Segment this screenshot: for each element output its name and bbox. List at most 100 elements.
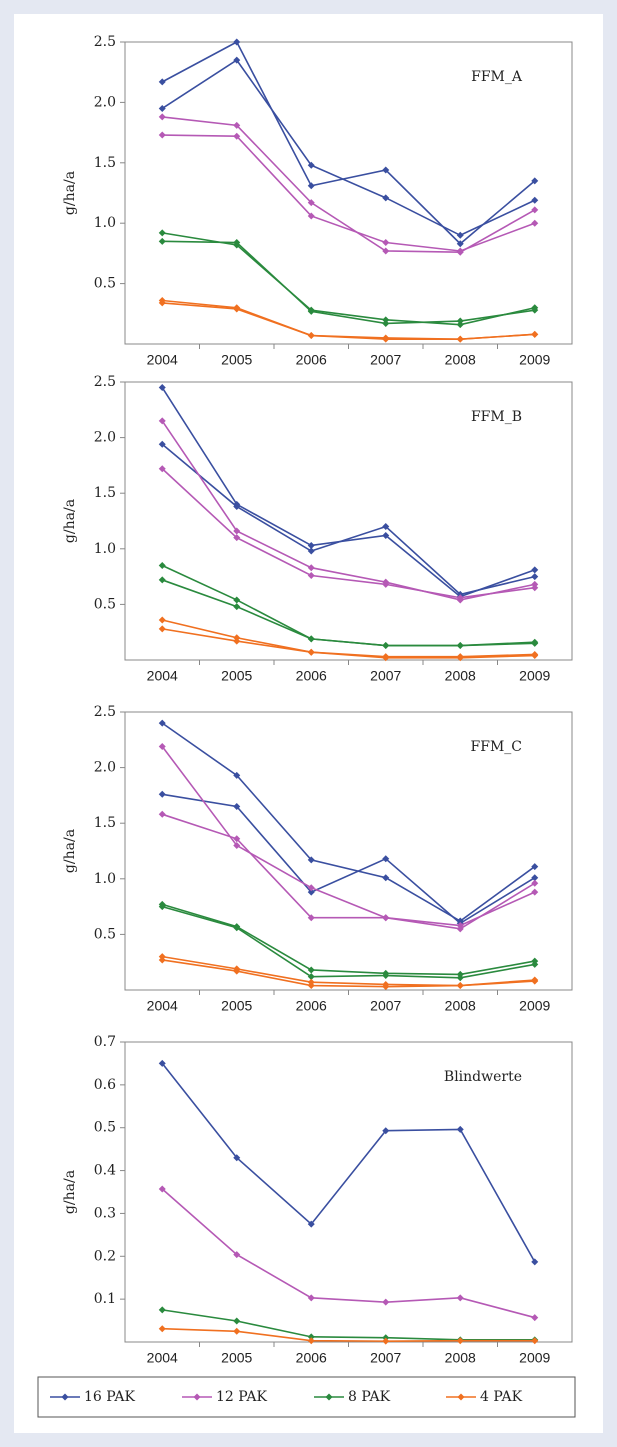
data-point xyxy=(382,239,390,247)
x-tick-label: 2009 xyxy=(519,998,550,1014)
data-point xyxy=(531,888,539,896)
data-point xyxy=(233,603,241,611)
legend-box xyxy=(37,1376,576,1418)
data-point xyxy=(158,561,166,569)
data-point xyxy=(233,967,241,975)
chart-title: FFM_B xyxy=(471,409,522,425)
data-point xyxy=(158,237,166,245)
legend-label: 8 PAK xyxy=(348,1389,391,1405)
data-point xyxy=(531,1314,539,1322)
data-point xyxy=(307,541,315,549)
data-point xyxy=(307,564,315,572)
data-point xyxy=(307,648,315,656)
x-tick-label: 2007 xyxy=(370,668,401,684)
legend-label: 12 PAK xyxy=(216,1389,268,1405)
data-point xyxy=(531,330,539,338)
y-tick-label: 1.5 xyxy=(94,815,116,831)
data-point xyxy=(158,616,166,624)
y-tick-label: 0.5 xyxy=(94,1120,116,1136)
data-point xyxy=(158,956,166,964)
x-tick-label: 2009 xyxy=(519,352,550,368)
y-tick-label: 1.0 xyxy=(94,871,116,887)
data-point xyxy=(158,576,166,584)
data-point xyxy=(456,321,464,329)
data-point xyxy=(531,177,539,185)
data-point xyxy=(307,888,315,896)
series-line xyxy=(161,59,536,237)
series-line xyxy=(162,302,535,340)
data-point xyxy=(456,1337,464,1345)
data-point xyxy=(456,1125,464,1133)
data-point xyxy=(307,182,315,190)
data-point xyxy=(531,306,539,314)
legend-label: 4 PAK xyxy=(480,1389,523,1405)
data-point xyxy=(456,1294,464,1302)
data-point xyxy=(307,635,315,643)
series-line xyxy=(162,1327,535,1342)
data-point xyxy=(307,914,315,922)
data-point xyxy=(158,1185,166,1193)
data-point xyxy=(456,653,464,661)
x-tick-label: 2006 xyxy=(296,1350,327,1366)
data-point xyxy=(158,742,166,750)
data-point xyxy=(158,810,166,818)
y-tick-label: 0.6 xyxy=(94,1077,116,1093)
data-point xyxy=(158,384,166,392)
data-point xyxy=(382,335,390,343)
x-tick-label: 2009 xyxy=(519,668,550,684)
data-point xyxy=(307,856,315,864)
data-point xyxy=(531,206,539,214)
series-line xyxy=(161,1062,536,1263)
series-line xyxy=(162,793,536,925)
data-point xyxy=(382,316,390,324)
data-point xyxy=(382,653,390,661)
data-point xyxy=(158,299,166,307)
series-line xyxy=(161,745,536,930)
x-tick-label: 2006 xyxy=(296,668,327,684)
data-point xyxy=(382,247,390,255)
y-tick-label: 0.5 xyxy=(94,276,116,292)
series-line xyxy=(162,905,535,979)
data-point xyxy=(233,56,241,64)
data-point xyxy=(158,1325,166,1333)
data-point xyxy=(531,874,539,882)
data-point xyxy=(233,305,241,313)
y-tick-label: 1.0 xyxy=(94,215,116,231)
data-point xyxy=(158,229,166,237)
series-line xyxy=(161,40,536,245)
data-point xyxy=(233,596,241,604)
data-point xyxy=(233,924,241,932)
data-point xyxy=(531,863,539,871)
data-point xyxy=(531,584,539,592)
x-tick-label: 2005 xyxy=(221,668,252,684)
x-tick-label: 2004 xyxy=(147,668,178,684)
legend-marker xyxy=(457,1393,465,1401)
data-point xyxy=(307,571,315,579)
x-tick-label: 2007 xyxy=(370,998,401,1014)
legend-marker xyxy=(193,1393,201,1401)
x-tick-label: 2005 xyxy=(221,1350,252,1366)
data-point xyxy=(531,960,539,968)
data-point xyxy=(158,625,166,633)
data-point xyxy=(158,417,166,425)
y-tick-label: 0.5 xyxy=(94,596,116,612)
data-point xyxy=(382,194,390,202)
y-tick-label: 0.1 xyxy=(94,1291,116,1307)
series-line xyxy=(162,1309,535,1341)
data-point xyxy=(158,719,166,727)
data-point xyxy=(456,317,464,325)
y-axis-label: g/ha/a xyxy=(62,1170,78,1214)
x-tick-label: 2004 xyxy=(147,1350,178,1366)
series-line xyxy=(161,722,536,923)
data-point xyxy=(382,1298,390,1306)
x-tick-label: 2004 xyxy=(147,998,178,1014)
data-point xyxy=(382,972,390,980)
series-line xyxy=(162,240,535,325)
data-point xyxy=(233,803,241,811)
data-point xyxy=(158,903,166,911)
y-tick-label: 2.5 xyxy=(94,34,116,50)
data-point xyxy=(233,1251,241,1259)
y-tick-label: 1.0 xyxy=(94,541,116,557)
